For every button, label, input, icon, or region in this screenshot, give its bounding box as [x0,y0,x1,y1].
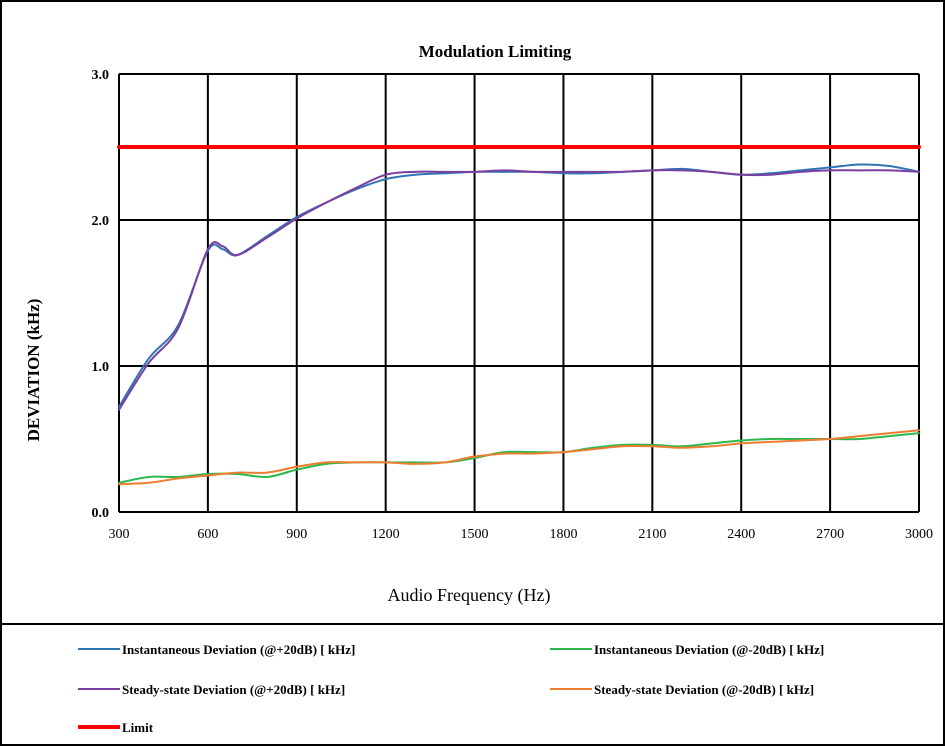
x-tick-label: 600 [197,527,218,542]
x-tick-label: 1800 [549,527,577,542]
x-tick-label: 900 [286,527,307,542]
x-tick-label: 2700 [816,527,844,542]
x-tick-label: 300 [109,527,130,542]
series-line-1 [118,432,920,484]
y-tick-labels: 0.0 1.0 2.0 3.0 [92,68,110,521]
x-tick-label: 3000 [905,527,933,542]
series-line-2 [118,169,920,411]
legend: Instantaneous Deviation (@+20dB) [ kHz] I… [78,642,824,735]
x-tick-label: 2100 [638,527,666,542]
series-line-0 [118,163,920,408]
legend-label-0: Instantaneous Deviation (@+20dB) [ kHz] [122,642,355,657]
x-tick-label: 2400 [727,527,755,542]
y-axis-label: DEVIATION (kHz) [24,299,43,442]
y-tick-label: 3.0 [92,68,110,83]
legend-label-2: Steady-state Deviation (@+20dB) [ kHz] [122,682,345,697]
legend-label-4: Limit [122,720,154,735]
y-tick-label: 1.0 [92,360,110,375]
x-axis-label: Audio Frequency (Hz) [388,585,551,606]
y-tick-label: 2.0 [92,214,110,229]
legend-label-3: Steady-state Deviation (@-20dB) [ kHz] [594,682,814,697]
x-tick-label: 1200 [372,527,400,542]
x-tick-label: 1500 [461,527,489,542]
series-layer [118,163,920,486]
x-tick-labels: 300 600 900 1200 1500 1800 2100 2400 2700 3000 [109,527,934,542]
legend-label-1: Instantaneous Deviation (@-20dB) [ kHz] [594,642,824,657]
y-tick-label: 0.0 [92,506,110,521]
series-line-3 [118,429,920,486]
chart-title: Modulation Limiting [419,42,572,61]
